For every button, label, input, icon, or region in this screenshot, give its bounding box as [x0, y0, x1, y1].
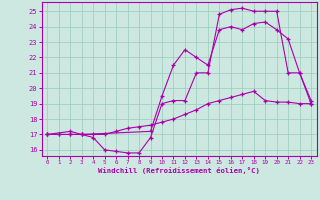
X-axis label: Windchill (Refroidissement éolien,°C): Windchill (Refroidissement éolien,°C) — [98, 167, 260, 174]
